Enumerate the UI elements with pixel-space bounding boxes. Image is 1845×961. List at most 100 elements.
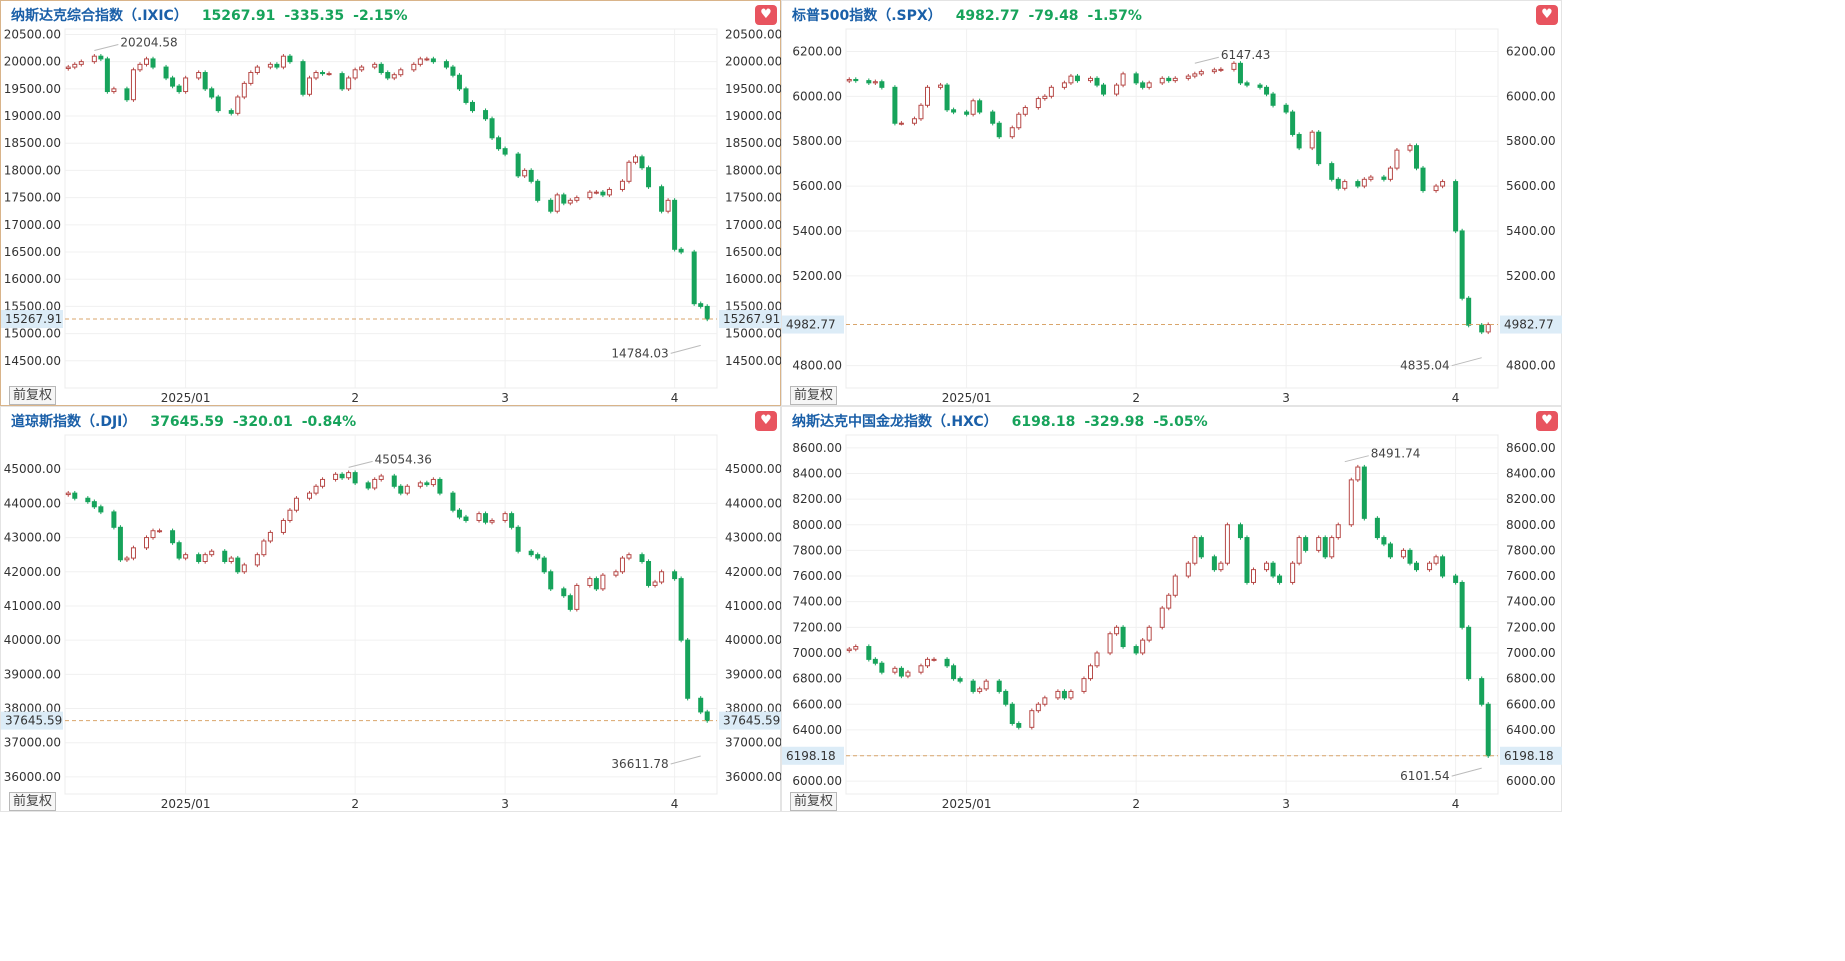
candle: [515, 525, 521, 554]
chart-panel-spx[interactable]: 标普500指数（.SPX） 4982.77 -79.48 -1.57% ♥ 6200.00…: [781, 0, 1562, 406]
grid: [845, 28, 1499, 389]
candle: [574, 583, 580, 612]
candle: [72, 490, 78, 501]
candle-body: [846, 648, 852, 652]
index-name[interactable]: 纳斯达克中国金龙指数（.HXC）: [792, 414, 998, 430]
candle-body: [678, 248, 684, 253]
y-tick-label-left: 6600.00: [792, 697, 842, 711]
favorite-heart-icon[interactable]: ♥: [755, 411, 777, 431]
candle: [528, 549, 534, 557]
candle-body: [1088, 665, 1093, 680]
min-annotation-label: 6101.54: [1400, 769, 1450, 783]
candle: [1133, 644, 1139, 656]
candle: [1159, 605, 1165, 630]
candle: [1309, 130, 1315, 151]
price-adjust-button[interactable]: 前复权: [9, 386, 57, 405]
candle-body: [1211, 69, 1217, 73]
candle: [483, 511, 489, 525]
candle-body: [176, 85, 182, 93]
y-tick-label-left: 19500.00: [4, 82, 61, 96]
min-annotation-label: 14784.03: [611, 346, 668, 360]
candle-body: [320, 478, 326, 487]
candle-body: [1440, 556, 1446, 577]
candle: [1264, 561, 1270, 572]
candle-body: [1296, 537, 1302, 564]
y-tick-label-right: 7600.00: [1506, 569, 1556, 583]
chart-panel-hxc[interactable]: 纳斯达克中国金龙指数（.HXC） 6198.18 -329.98 -5.05% ♥ 860…: [781, 406, 1562, 812]
candlestick-chart[interactable]: 45000.00 45000.00 44000.00 44000.00 43000.00…: [1, 407, 782, 813]
x-tick-label: 2025/01: [942, 391, 992, 405]
candle-body: [1218, 68, 1224, 71]
candle-body: [1009, 703, 1015, 724]
candle-body: [1407, 145, 1413, 151]
last-price-badge-right: [719, 310, 781, 329]
favorite-heart-icon[interactable]: ♥: [1536, 5, 1558, 25]
candle-body: [1068, 75, 1074, 84]
last-price-badge-left: [1, 310, 63, 329]
candle: [593, 576, 599, 592]
candle-body: [65, 492, 71, 496]
last-price-badge-left-label: 4982.77: [786, 318, 836, 332]
max-annotation-line: [1194, 56, 1219, 64]
candle: [378, 62, 384, 75]
candle-body: [515, 526, 521, 552]
candle: [254, 552, 260, 568]
candle: [1459, 228, 1465, 301]
y-tick-label-left: 7200.00: [792, 620, 842, 634]
candle: [1022, 105, 1028, 117]
candlestick-chart[interactable]: 8600.00 8600.00 8400.00 8400.00 8200.00 8200.…: [782, 407, 1563, 813]
price-adjust-button[interactable]: 前复权: [790, 386, 838, 405]
candle: [853, 77, 859, 83]
candle-body: [509, 513, 515, 528]
y-tick-label-right: 40000.00: [725, 633, 782, 647]
candle: [385, 70, 391, 81]
candle-body: [235, 557, 241, 573]
candle: [1381, 535, 1387, 547]
candle-body: [202, 72, 208, 90]
candle: [196, 552, 202, 564]
index-name[interactable]: 纳斯达克综合指数（.IXIC）: [11, 8, 188, 24]
price-adjust-button[interactable]: 前复权: [9, 792, 57, 811]
y-tick-label-left: 43000.00: [4, 531, 61, 545]
candle: [391, 72, 397, 81]
candle-body: [339, 473, 345, 479]
chart-panel-ixic[interactable]: 纳斯达克综合指数（.IXIC） 15267.91 -335.35 -2.15% ♥ 205…: [0, 0, 782, 407]
candle-body: [1101, 84, 1107, 95]
candle-body: [685, 639, 691, 699]
candle-body: [209, 550, 215, 556]
candle: [1081, 676, 1087, 694]
candle-body: [1198, 537, 1204, 558]
chart-panel-dji[interactable]: 道琼斯指数（.DJI） 37645.59 -320.01 -0.84% ♥ 45000.0…: [0, 406, 782, 813]
candle: [678, 247, 684, 255]
candle: [124, 555, 130, 562]
candle: [1264, 85, 1270, 97]
candle: [1068, 73, 1074, 86]
price-adjust-button[interactable]: 前复权: [790, 792, 838, 811]
candle-body: [541, 557, 547, 573]
favorite-heart-icon[interactable]: ♥: [1536, 411, 1558, 431]
x-tick-label: 2: [1132, 797, 1140, 811]
price-change: -329.98: [1084, 414, 1145, 430]
candle-body: [261, 540, 267, 556]
index-name[interactable]: 标普500指数（.SPX）: [792, 8, 942, 24]
candle-body: [1074, 75, 1080, 82]
candle-body: [872, 81, 878, 84]
candlestick-chart[interactable]: 6200.00 6200.00 6000.00 6000.00 5800.00 5800.…: [782, 1, 1563, 407]
candle: [339, 472, 345, 480]
candle: [1192, 535, 1198, 566]
index-name[interactable]: 道琼斯指数（.DJI）: [11, 414, 137, 430]
candle-body: [1264, 562, 1270, 571]
candle: [1407, 143, 1413, 153]
candle: [313, 70, 319, 81]
candle-body: [567, 595, 573, 610]
candle: [1485, 322, 1491, 335]
candle: [633, 154, 638, 165]
grid: [64, 434, 718, 795]
candle: [535, 552, 541, 561]
candle: [372, 477, 378, 491]
candle: [450, 64, 456, 78]
candle-body: [215, 96, 221, 112]
last-price-badge-right: [1500, 746, 1562, 765]
candlestick-chart[interactable]: 20500.00 20500.00 20000.00 20000.00 19500.00…: [1, 1, 782, 407]
favorite-heart-icon[interactable]: ♥: [755, 5, 777, 25]
